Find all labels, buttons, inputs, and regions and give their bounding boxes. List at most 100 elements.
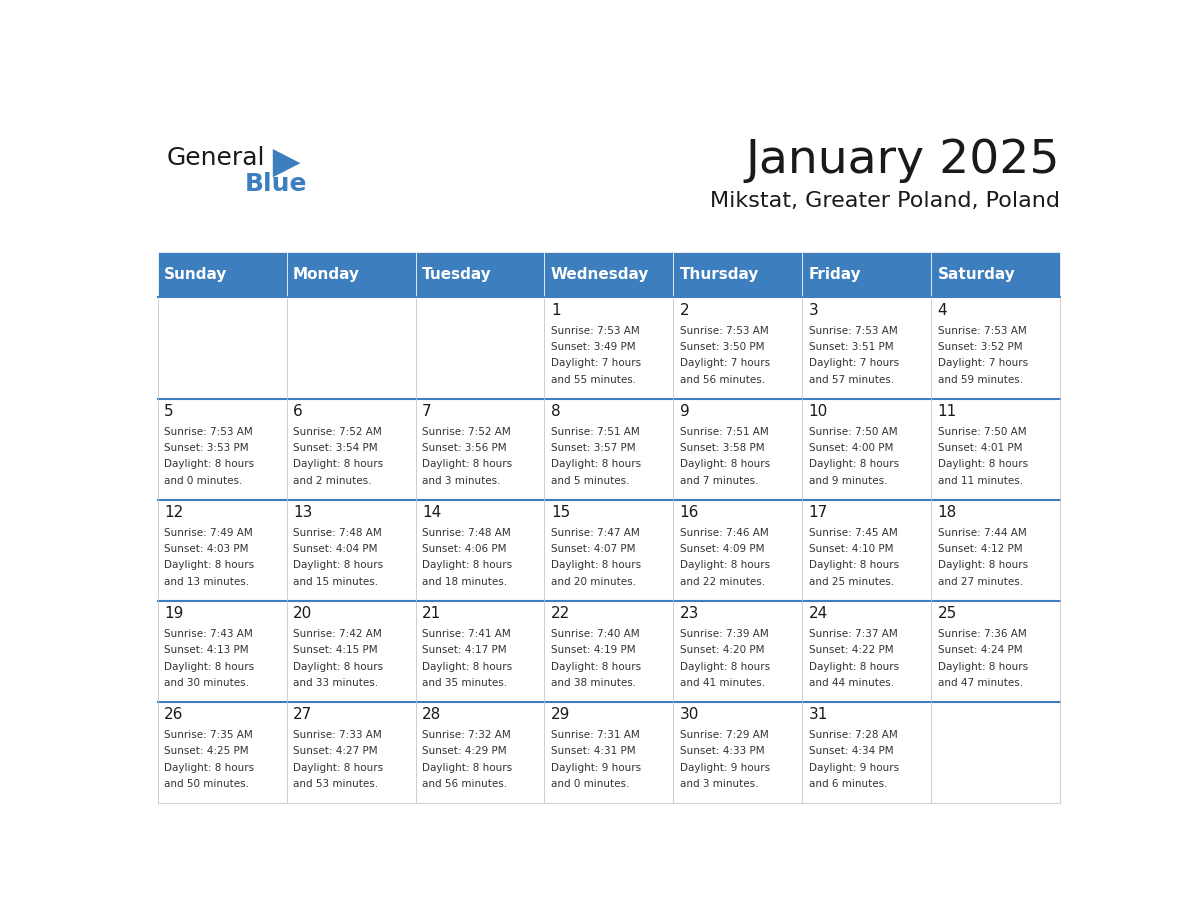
Text: Sunset: 3:58 PM: Sunset: 3:58 PM (680, 443, 764, 453)
Text: Sunrise: 7:53 AM: Sunrise: 7:53 AM (551, 326, 639, 336)
Bar (544, 252, 674, 297)
Text: Friday: Friday (809, 267, 861, 282)
Text: 11: 11 (937, 404, 956, 420)
Text: 13: 13 (293, 505, 312, 521)
Text: Daylight: 8 hours: Daylight: 8 hours (680, 662, 770, 671)
Text: Daylight: 8 hours: Daylight: 8 hours (937, 459, 1028, 469)
Text: 14: 14 (422, 505, 441, 521)
Text: and 13 minutes.: and 13 minutes. (164, 577, 249, 587)
Text: Sunrise: 7:48 AM: Sunrise: 7:48 AM (293, 528, 381, 538)
Text: Sunset: 4:15 PM: Sunset: 4:15 PM (293, 645, 378, 655)
Bar (802, 499, 931, 600)
Text: Sunrise: 7:28 AM: Sunrise: 7:28 AM (809, 730, 897, 740)
Bar (931, 600, 1060, 701)
Text: Wednesday: Wednesday (551, 267, 649, 282)
Text: and 27 minutes.: and 27 minutes. (937, 577, 1023, 587)
Text: General: General (166, 145, 265, 170)
Bar (286, 252, 416, 297)
Bar (158, 600, 286, 701)
Text: Sunset: 4:13 PM: Sunset: 4:13 PM (164, 645, 248, 655)
Text: Daylight: 9 hours: Daylight: 9 hours (680, 763, 770, 773)
Text: Sunset: 4:27 PM: Sunset: 4:27 PM (293, 746, 378, 756)
Bar (674, 499, 802, 600)
Text: Sunrise: 7:53 AM: Sunrise: 7:53 AM (680, 326, 769, 336)
Text: and 55 minutes.: and 55 minutes. (551, 375, 636, 385)
Text: Saturday: Saturday (937, 267, 1016, 282)
Bar (802, 701, 931, 803)
Text: Sunrise: 7:52 AM: Sunrise: 7:52 AM (422, 427, 511, 437)
Text: and 7 minutes.: and 7 minutes. (680, 476, 758, 486)
Text: Daylight: 9 hours: Daylight: 9 hours (551, 763, 642, 773)
Text: and 18 minutes.: and 18 minutes. (422, 577, 507, 587)
Bar (416, 600, 544, 701)
Text: Sunset: 3:51 PM: Sunset: 3:51 PM (809, 342, 893, 352)
Text: Sunrise: 7:47 AM: Sunrise: 7:47 AM (551, 528, 639, 538)
Text: Sunrise: 7:50 AM: Sunrise: 7:50 AM (809, 427, 897, 437)
Text: Sunrise: 7:41 AM: Sunrise: 7:41 AM (422, 629, 511, 639)
Text: Sunset: 4:06 PM: Sunset: 4:06 PM (422, 544, 506, 554)
Bar (544, 499, 674, 600)
Text: Daylight: 8 hours: Daylight: 8 hours (680, 459, 770, 469)
Text: and 2 minutes.: and 2 minutes. (293, 476, 372, 486)
Text: and 33 minutes.: and 33 minutes. (293, 677, 378, 688)
Text: Daylight: 8 hours: Daylight: 8 hours (293, 459, 384, 469)
Text: Sunrise: 7:51 AM: Sunrise: 7:51 AM (551, 427, 639, 437)
Text: and 59 minutes.: and 59 minutes. (937, 375, 1023, 385)
Text: Thursday: Thursday (680, 267, 759, 282)
Text: January 2025: January 2025 (746, 139, 1060, 184)
Polygon shape (273, 149, 301, 177)
Bar (674, 252, 802, 297)
Text: Daylight: 8 hours: Daylight: 8 hours (164, 459, 254, 469)
Bar (286, 701, 416, 803)
Bar (286, 297, 416, 398)
Text: Sunrise: 7:46 AM: Sunrise: 7:46 AM (680, 528, 769, 538)
Text: Daylight: 8 hours: Daylight: 8 hours (164, 763, 254, 773)
Text: Sunrise: 7:29 AM: Sunrise: 7:29 AM (680, 730, 769, 740)
Text: 17: 17 (809, 505, 828, 521)
Text: 16: 16 (680, 505, 699, 521)
Text: Daylight: 8 hours: Daylight: 8 hours (809, 662, 899, 671)
Bar (802, 600, 931, 701)
Text: 3: 3 (809, 303, 819, 319)
Text: 4: 4 (937, 303, 947, 319)
Text: 18: 18 (937, 505, 956, 521)
Bar (416, 499, 544, 600)
Text: Sunday: Sunday (164, 267, 228, 282)
Text: Sunset: 3:57 PM: Sunset: 3:57 PM (551, 443, 636, 453)
Text: Daylight: 7 hours: Daylight: 7 hours (809, 358, 899, 368)
Text: and 35 minutes.: and 35 minutes. (422, 677, 507, 688)
Text: Sunrise: 7:48 AM: Sunrise: 7:48 AM (422, 528, 511, 538)
Text: 15: 15 (551, 505, 570, 521)
Text: Sunset: 4:03 PM: Sunset: 4:03 PM (164, 544, 248, 554)
Text: 19: 19 (164, 607, 183, 621)
Text: Sunset: 3:53 PM: Sunset: 3:53 PM (164, 443, 248, 453)
Bar (802, 252, 931, 297)
Text: and 25 minutes.: and 25 minutes. (809, 577, 893, 587)
Text: Daylight: 8 hours: Daylight: 8 hours (293, 662, 384, 671)
Text: Sunset: 3:50 PM: Sunset: 3:50 PM (680, 342, 764, 352)
Bar (931, 701, 1060, 803)
Bar (674, 297, 802, 398)
Text: Sunset: 4:17 PM: Sunset: 4:17 PM (422, 645, 506, 655)
Text: Daylight: 8 hours: Daylight: 8 hours (293, 763, 384, 773)
Text: Daylight: 8 hours: Daylight: 8 hours (164, 560, 254, 570)
Bar (286, 398, 416, 499)
Text: Daylight: 8 hours: Daylight: 8 hours (551, 560, 642, 570)
Text: and 53 minutes.: and 53 minutes. (293, 778, 378, 789)
Bar (544, 297, 674, 398)
Text: Sunset: 4:01 PM: Sunset: 4:01 PM (937, 443, 1022, 453)
Text: Sunrise: 7:31 AM: Sunrise: 7:31 AM (551, 730, 639, 740)
Text: and 6 minutes.: and 6 minutes. (809, 778, 887, 789)
Bar (286, 499, 416, 600)
Text: 23: 23 (680, 607, 699, 621)
Text: Sunrise: 7:45 AM: Sunrise: 7:45 AM (809, 528, 897, 538)
Text: and 57 minutes.: and 57 minutes. (809, 375, 893, 385)
Bar (544, 398, 674, 499)
Text: 20: 20 (293, 607, 312, 621)
Text: and 30 minutes.: and 30 minutes. (164, 677, 249, 688)
Text: and 5 minutes.: and 5 minutes. (551, 476, 630, 486)
Text: Sunrise: 7:42 AM: Sunrise: 7:42 AM (293, 629, 381, 639)
Bar (416, 398, 544, 499)
Text: Sunset: 4:12 PM: Sunset: 4:12 PM (937, 544, 1022, 554)
Text: Sunrise: 7:50 AM: Sunrise: 7:50 AM (937, 427, 1026, 437)
